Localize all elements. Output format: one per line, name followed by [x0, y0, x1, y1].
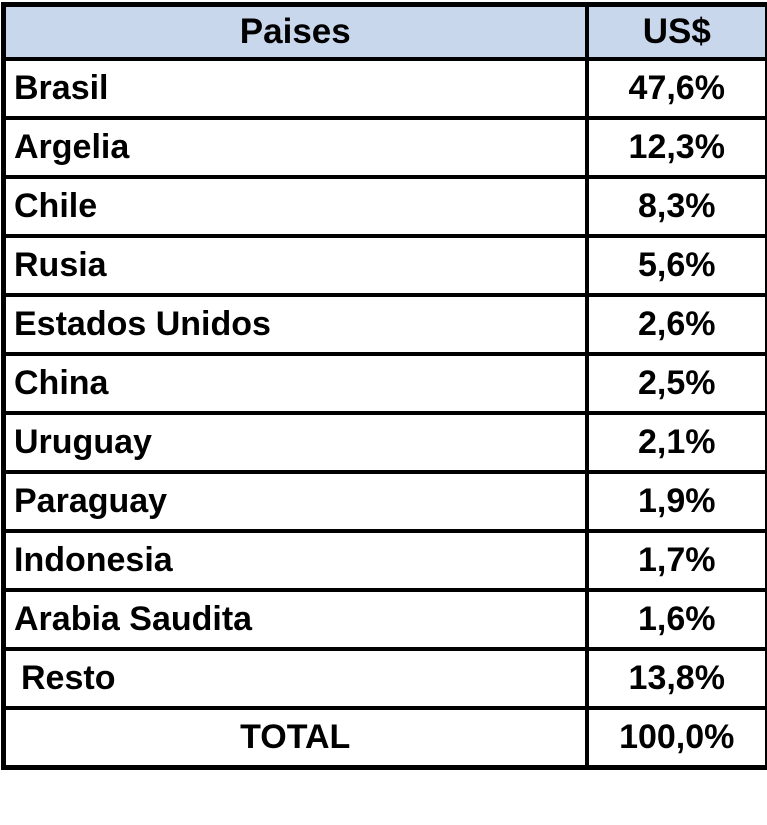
value-cell: 1,6%: [584, 588, 767, 651]
country-cell: Estados Unidos: [1, 293, 589, 356]
country-cell: Indonesia: [1, 529, 589, 592]
country-cell: Argelia: [1, 116, 589, 179]
country-cell: Paraguay: [1, 470, 589, 533]
total-label-cell: TOTAL: [1, 706, 589, 770]
value-cell: 1,9%: [584, 470, 767, 533]
column-header-usd: US$: [584, 2, 767, 61]
table-row: Rusia 5,6%: [1, 234, 767, 297]
country-cell: Arabia Saudita: [1, 588, 589, 651]
value-cell: 12,3%: [584, 116, 767, 179]
table-row: Paraguay 1,9%: [1, 470, 767, 533]
countries-share-table: Paises US$ Brasil 47,6% Argelia 12,3% Ch…: [1, 2, 767, 770]
value-cell: 1,7%: [584, 529, 767, 592]
table-row: Arabia Saudita 1,6%: [1, 588, 767, 651]
total-row: TOTAL 100,0%: [1, 706, 767, 770]
value-cell: 2,1%: [584, 411, 767, 474]
value-cell: 2,5%: [584, 352, 767, 415]
value-cell: 2,6%: [584, 293, 767, 356]
value-cell: 13,8%: [584, 647, 767, 710]
column-header-paises: Paises: [1, 2, 589, 61]
table-row-resto: Resto 13,8%: [1, 647, 767, 710]
table-row: Indonesia 1,7%: [1, 529, 767, 592]
country-cell: Uruguay: [1, 411, 589, 474]
table-row: Uruguay 2,1%: [1, 411, 767, 474]
value-cell: 47,6%: [584, 57, 767, 120]
value-cell: 5,6%: [584, 234, 767, 297]
value-cell: 8,3%: [584, 175, 767, 238]
table-row: Chile 8,3%: [1, 175, 767, 238]
total-value-cell: 100,0%: [584, 706, 767, 770]
table-row: China 2,5%: [1, 352, 767, 415]
country-cell: Resto: [1, 647, 589, 710]
table-header-row: Paises US$: [1, 2, 767, 61]
table-row: Brasil 47,6%: [1, 57, 767, 120]
country-cell: Brasil: [1, 57, 589, 120]
table-row: Argelia 12,3%: [1, 116, 767, 179]
country-cell: Chile: [1, 175, 589, 238]
country-cell: Rusia: [1, 234, 589, 297]
table-row: Estados Unidos 2,6%: [1, 293, 767, 356]
country-cell: China: [1, 352, 589, 415]
